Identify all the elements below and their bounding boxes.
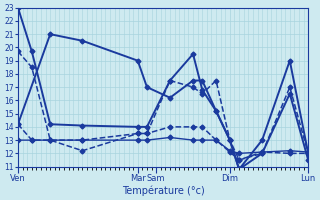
- X-axis label: Température (°c): Température (°c): [122, 185, 204, 196]
